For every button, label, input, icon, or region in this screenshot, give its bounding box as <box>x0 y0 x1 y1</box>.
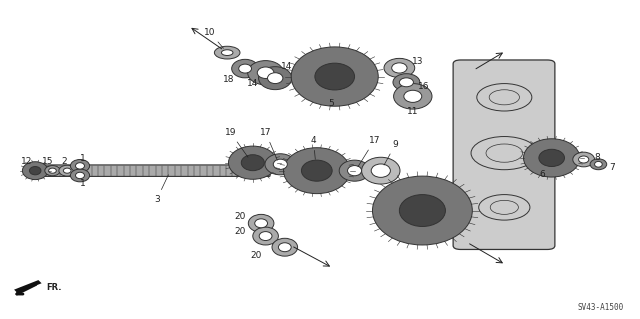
Circle shape <box>214 46 240 59</box>
Text: 20: 20 <box>234 227 246 236</box>
Text: 8: 8 <box>595 153 600 162</box>
Ellipse shape <box>301 160 332 181</box>
Text: 11: 11 <box>407 107 419 116</box>
Text: 7: 7 <box>610 163 615 172</box>
Ellipse shape <box>257 67 274 78</box>
Ellipse shape <box>228 146 277 179</box>
Ellipse shape <box>265 154 296 175</box>
Text: 14: 14 <box>281 63 292 71</box>
Ellipse shape <box>590 159 607 170</box>
Text: FR.: FR. <box>46 283 61 292</box>
Ellipse shape <box>76 163 84 169</box>
Ellipse shape <box>63 168 71 173</box>
Text: 14: 14 <box>247 79 259 88</box>
Text: 2: 2 <box>61 157 67 166</box>
Ellipse shape <box>371 164 390 177</box>
Ellipse shape <box>253 227 278 245</box>
Ellipse shape <box>248 61 284 85</box>
Ellipse shape <box>315 63 355 90</box>
Text: 19: 19 <box>225 128 248 157</box>
Text: 1: 1 <box>81 154 86 163</box>
Ellipse shape <box>394 84 432 109</box>
Text: 18: 18 <box>223 75 235 84</box>
Ellipse shape <box>595 161 602 167</box>
Text: 12: 12 <box>21 157 33 166</box>
Polygon shape <box>14 280 42 293</box>
Ellipse shape <box>29 167 41 175</box>
Text: 20: 20 <box>250 251 262 260</box>
Ellipse shape <box>339 160 370 181</box>
Ellipse shape <box>241 155 264 171</box>
Ellipse shape <box>259 67 292 90</box>
Ellipse shape <box>49 168 56 173</box>
Ellipse shape <box>573 152 595 167</box>
Ellipse shape <box>392 63 407 73</box>
Text: 5: 5 <box>329 99 334 108</box>
Text: 20: 20 <box>234 212 246 221</box>
Ellipse shape <box>539 149 564 167</box>
Ellipse shape <box>404 90 422 102</box>
Ellipse shape <box>272 238 298 256</box>
Ellipse shape <box>348 166 362 176</box>
Ellipse shape <box>255 219 268 228</box>
Ellipse shape <box>393 74 420 91</box>
Text: 17: 17 <box>358 136 380 167</box>
Text: 4: 4 <box>311 136 316 159</box>
Text: 13: 13 <box>412 57 423 66</box>
Text: 3: 3 <box>154 175 168 204</box>
Text: 15: 15 <box>42 157 54 166</box>
Ellipse shape <box>232 59 259 78</box>
Ellipse shape <box>268 73 283 84</box>
Ellipse shape <box>399 195 445 226</box>
Text: SV43-A1500: SV43-A1500 <box>578 303 624 312</box>
Ellipse shape <box>239 64 252 73</box>
Ellipse shape <box>278 243 291 252</box>
Ellipse shape <box>579 156 589 163</box>
Text: 16: 16 <box>418 82 429 91</box>
Ellipse shape <box>59 165 76 176</box>
Ellipse shape <box>70 160 90 172</box>
Circle shape <box>221 50 233 56</box>
Text: 1: 1 <box>81 179 86 188</box>
Ellipse shape <box>362 157 400 184</box>
Ellipse shape <box>45 166 60 176</box>
Text: 17: 17 <box>260 128 277 160</box>
Ellipse shape <box>284 148 350 194</box>
Ellipse shape <box>524 139 580 177</box>
FancyBboxPatch shape <box>453 60 555 249</box>
Ellipse shape <box>259 232 272 241</box>
Ellipse shape <box>399 78 413 87</box>
Text: 6: 6 <box>540 170 545 179</box>
Ellipse shape <box>273 159 287 169</box>
Ellipse shape <box>248 214 274 232</box>
Ellipse shape <box>76 172 84 179</box>
Text: 10: 10 <box>204 28 223 48</box>
FancyBboxPatch shape <box>40 165 270 176</box>
Text: 9: 9 <box>384 140 398 165</box>
Ellipse shape <box>291 47 378 106</box>
Ellipse shape <box>22 162 48 180</box>
Ellipse shape <box>372 176 472 245</box>
Ellipse shape <box>70 169 90 182</box>
Ellipse shape <box>384 58 415 78</box>
